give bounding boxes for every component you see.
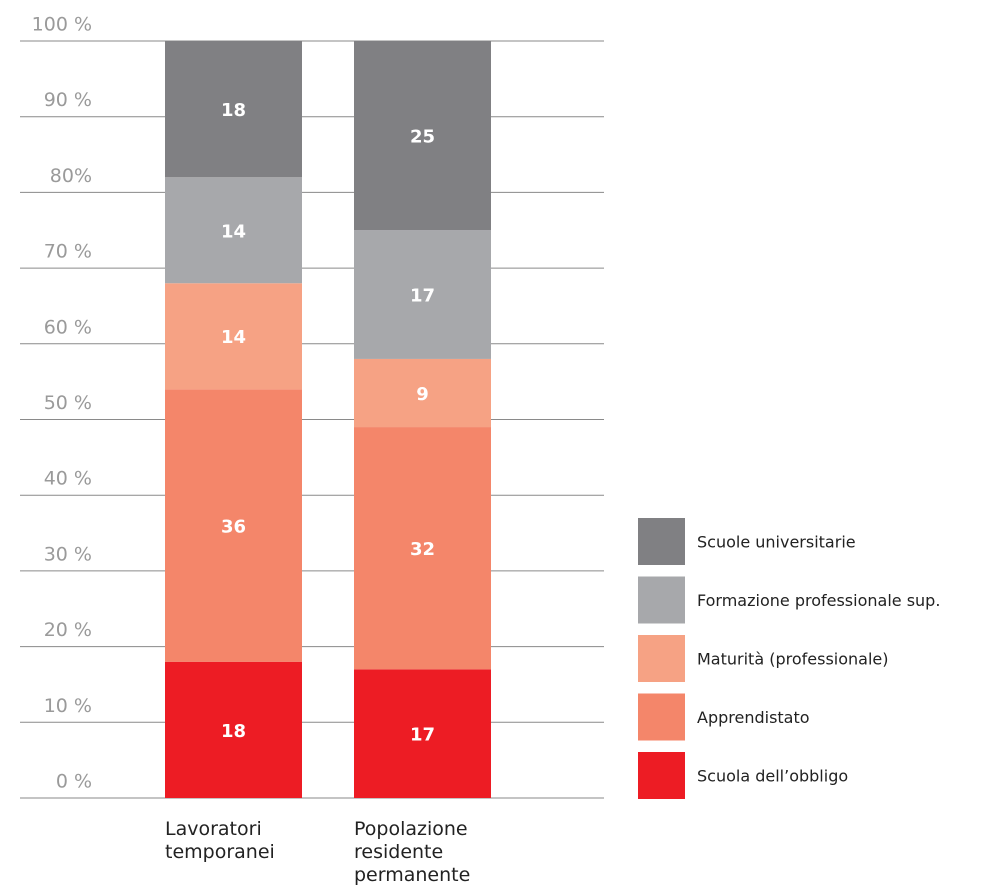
data-label: 36 [221,516,246,537]
x-tick-label: Popolazione residente permanente [354,818,470,886]
y-tick-label: 100 % [32,14,92,36]
y-tick-label: 40 % [44,468,92,490]
legend-label: Formazione professionale sup. [697,591,940,610]
data-label: 14 [221,221,246,242]
legend-swatch [638,635,685,682]
y-tick-label: 70 % [44,241,92,263]
x-tick-label: Lavoratori temporanei [165,818,275,863]
bar-segment [165,389,302,662]
legend-label: Scuole universitarie [697,533,856,552]
bar-segment [165,177,302,284]
legend-swatch [638,752,685,799]
y-tick-label: 80% [50,165,92,187]
bar-segment [165,283,302,390]
y-tick-label: 0 % [56,771,92,793]
legend-label: Scuola dell’obbligo [697,767,848,786]
data-label: 25 [410,127,435,148]
y-tick-label: 20 % [44,619,92,641]
data-label: 9 [416,384,429,405]
bar-segment [165,661,302,798]
bar-segment [354,427,491,670]
data-label: 17 [410,286,435,307]
legend-swatch [638,693,685,741]
bar-segment [354,669,491,798]
data-label: 14 [221,327,246,348]
data-label: 17 [410,725,435,746]
data-label: 18 [221,100,246,121]
data-label: 18 [221,721,246,742]
legend-label: Maturità (professionale) [697,650,888,669]
legend-swatch [638,576,685,624]
y-tick-label: 50 % [44,392,92,414]
y-tick-label: 10 % [44,695,92,717]
bar-segment [165,41,302,178]
y-tick-label: 30 % [44,543,92,565]
data-label: 32 [410,539,435,560]
y-tick-label: 60 % [44,316,92,338]
bar-segment [354,358,491,428]
legend-swatch [638,518,685,565]
bar-segment [354,41,491,231]
legend-label: Apprendistato [697,708,810,727]
bar-segment [354,230,491,359]
y-tick-label: 90 % [44,89,92,111]
